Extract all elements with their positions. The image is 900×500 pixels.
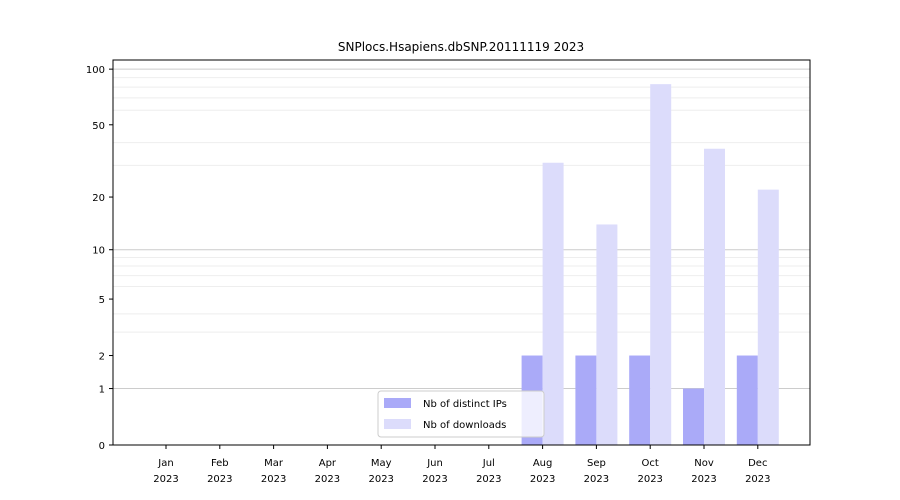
x-tick-label-month: Dec — [748, 458, 767, 469]
y-tick-label: 0 — [99, 441, 105, 452]
x-axis: Jan 2023 Feb 2023 Mar 2023 Apr 2023 May 2023 Jun 20… — [153, 445, 771, 485]
x-tick-label-month: Apr — [319, 458, 337, 469]
legend-label: Nb of distinct IPs — [423, 399, 507, 410]
bar-downloads — [596, 224, 618, 445]
legend-swatch — [384, 419, 411, 429]
legend-label: Nb of downloads — [423, 420, 506, 431]
x-tick-label-year: 2023 — [153, 474, 178, 485]
x-tick-label-month: Mar — [264, 458, 284, 469]
y-axis: 0 1 2 5 10 20 50 100 — [86, 65, 113, 452]
x-tick-label-month: Nov — [694, 458, 714, 469]
plot-frame — [112, 59, 811, 446]
x-tick-label-month: Sep — [587, 458, 606, 469]
x-tick-label-year: 2023 — [476, 474, 501, 485]
bar-downloads — [757, 189, 779, 445]
x-tick-label-month: Jan — [157, 458, 173, 469]
x-tick-label-year: 2023 — [261, 474, 286, 485]
bars — [521, 84, 779, 446]
bar-distinct-ips — [575, 355, 597, 445]
x-tick-label-year: 2023 — [584, 474, 609, 485]
x-tick-label-year: 2023 — [207, 474, 232, 485]
legend: Nb of distinct IPs Nb of downloads — [377, 390, 545, 438]
y-tick-label: 50 — [92, 121, 105, 132]
minor-gridlines — [113, 77, 810, 333]
x-tick-label-month: Feb — [211, 458, 229, 469]
bar-downloads — [650, 84, 672, 446]
y-tick-label: 5 — [99, 295, 105, 306]
chart-title: SNPlocs.Hsapiens.dbSNP.20111119 2023 — [338, 40, 584, 54]
y-tick-label: 10 — [92, 246, 105, 257]
bar-distinct-ips — [736, 355, 758, 445]
x-tick-label-month: Oct — [642, 458, 659, 469]
x-tick-label-month: Jun — [426, 458, 443, 469]
x-tick-label-year: 2023 — [637, 474, 662, 485]
x-tick-label-year: 2023 — [368, 474, 393, 485]
x-tick-label-month: Aug — [533, 458, 553, 469]
x-tick-label-year: 2023 — [315, 474, 340, 485]
x-tick-label-month: May — [371, 458, 392, 469]
x-tick-label-year: 2023 — [745, 474, 770, 485]
y-tick-label: 2 — [99, 352, 105, 363]
legend-swatch — [384, 398, 411, 408]
bar-distinct-ips — [683, 388, 704, 445]
y-tick-label: 1 — [99, 385, 105, 396]
bar-downloads — [542, 162, 564, 446]
y-tick-label: 20 — [92, 193, 105, 204]
bar-downloads — [704, 148, 725, 446]
x-tick-label-year: 2023 — [691, 474, 716, 485]
y-tick-label: 100 — [86, 65, 105, 76]
x-tick-label-year: 2023 — [422, 474, 447, 485]
bar-distinct-ips — [629, 355, 651, 445]
x-tick-label-month: Jul — [482, 458, 495, 469]
legend-box — [377, 390, 545, 438]
x-tick-label-year: 2023 — [530, 474, 555, 485]
